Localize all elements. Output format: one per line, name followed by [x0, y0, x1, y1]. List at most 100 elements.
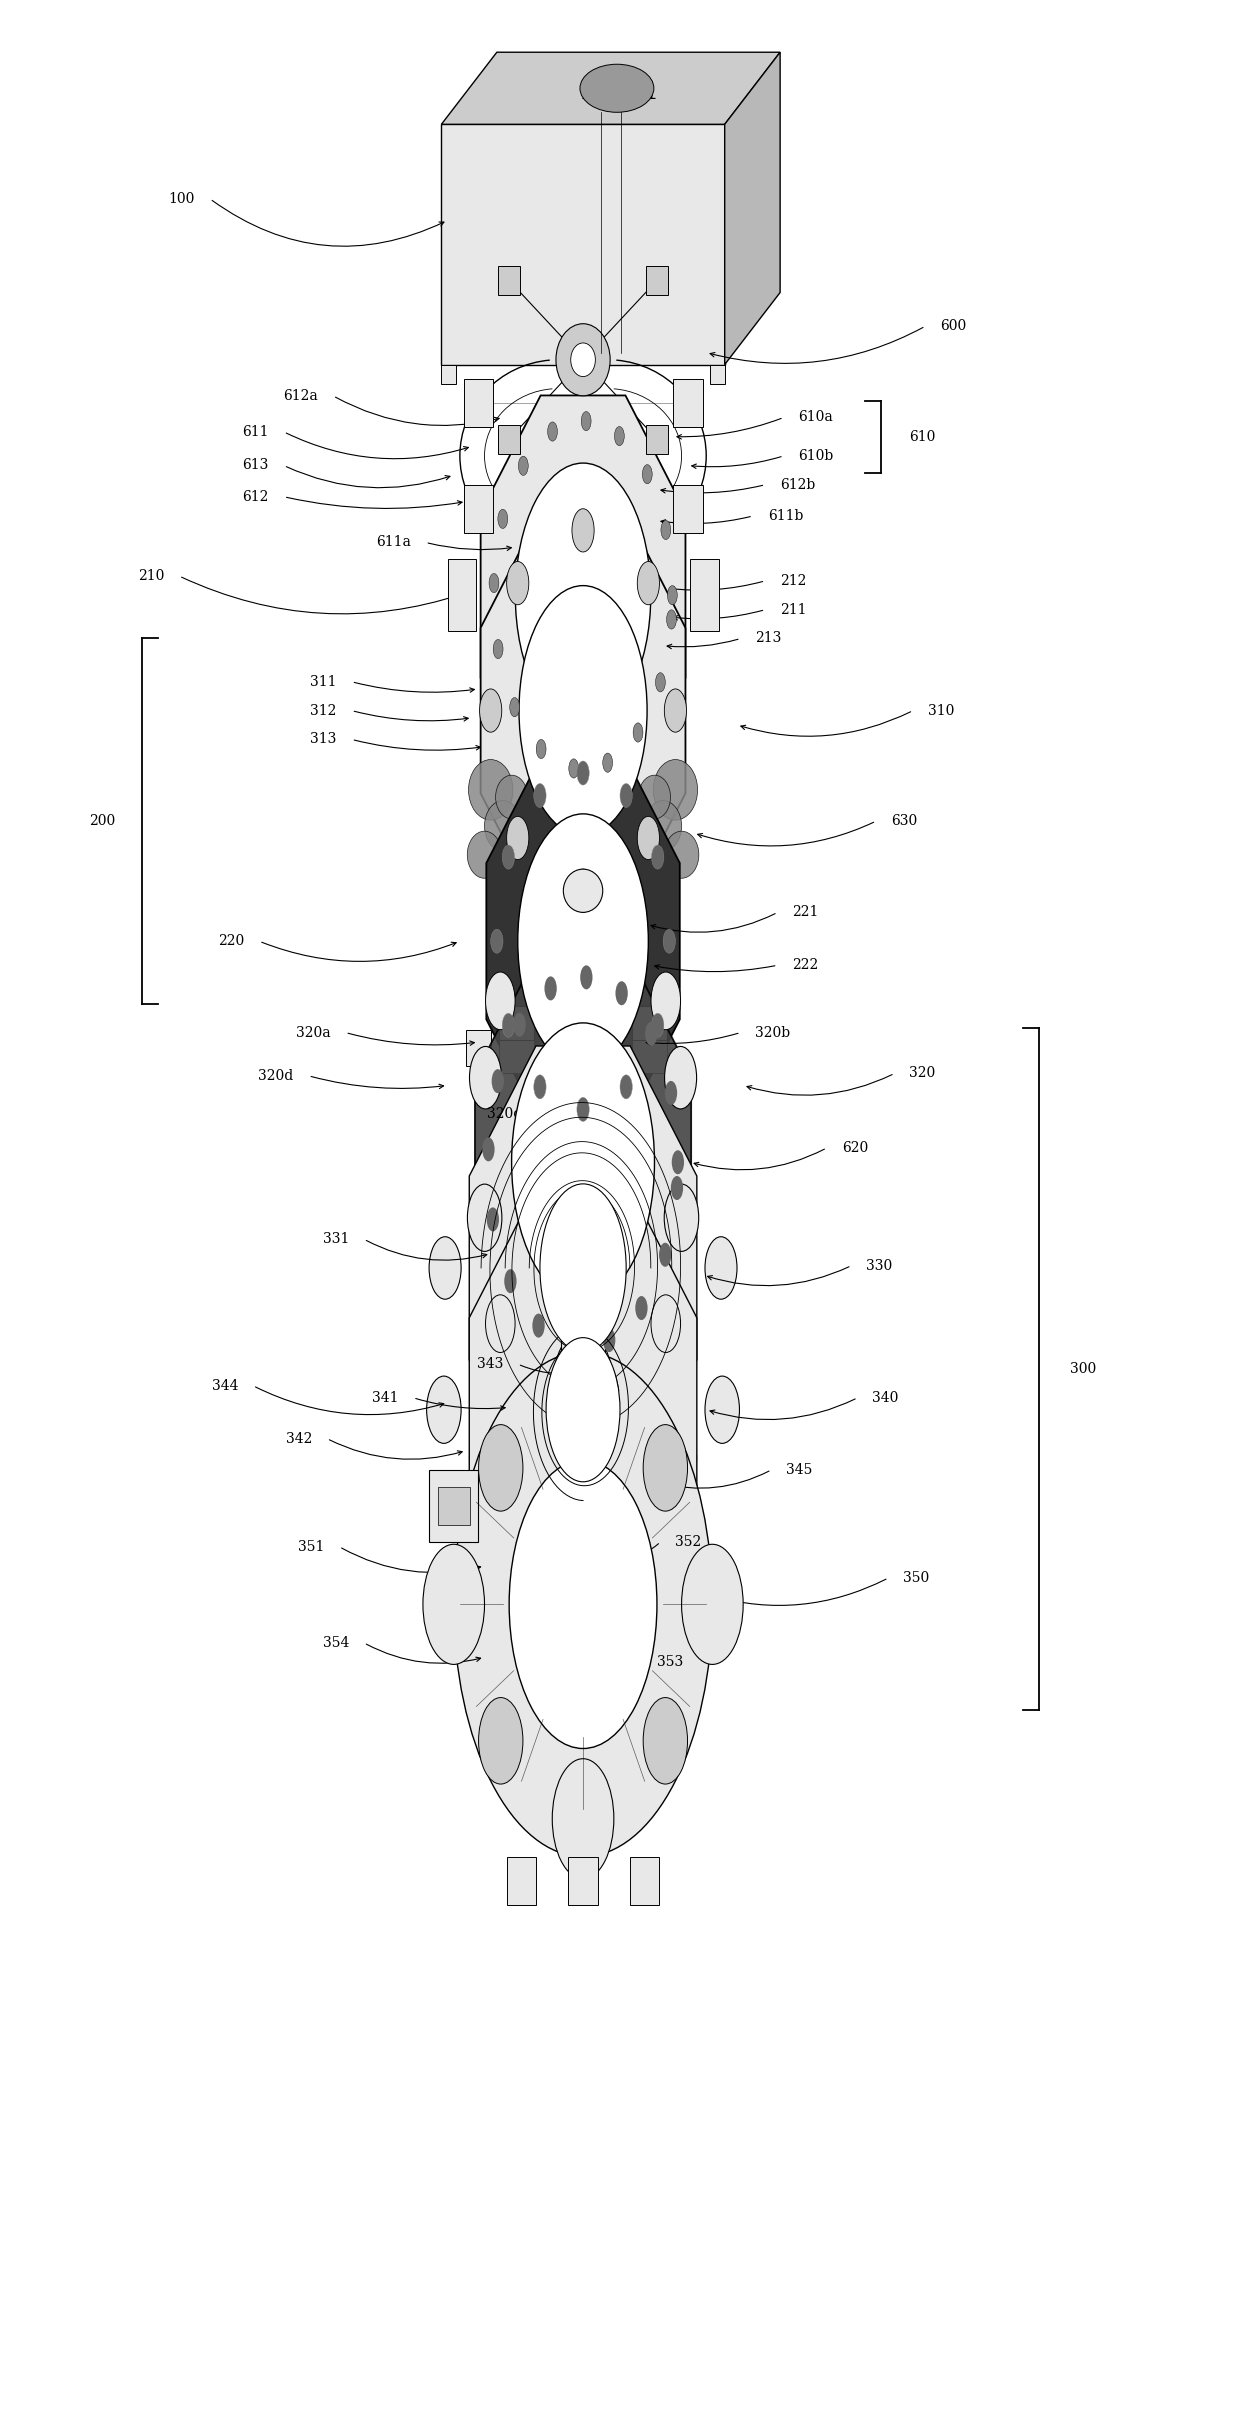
- Text: 211: 211: [780, 603, 806, 617]
- Polygon shape: [500, 1005, 533, 1039]
- Polygon shape: [558, 1066, 608, 1097]
- Circle shape: [467, 1567, 502, 1635]
- Polygon shape: [481, 511, 686, 911]
- Circle shape: [572, 509, 594, 552]
- Circle shape: [644, 1425, 687, 1512]
- Text: 620: 620: [842, 1140, 868, 1155]
- Circle shape: [467, 1184, 502, 1251]
- Text: 345: 345: [786, 1463, 812, 1478]
- Circle shape: [479, 1697, 523, 1784]
- Circle shape: [479, 1425, 523, 1512]
- Circle shape: [520, 586, 647, 837]
- Polygon shape: [673, 379, 703, 427]
- Circle shape: [651, 846, 663, 868]
- Polygon shape: [441, 364, 456, 383]
- Ellipse shape: [556, 323, 610, 395]
- Circle shape: [533, 784, 546, 808]
- Text: 320: 320: [909, 1066, 936, 1080]
- Polygon shape: [498, 424, 520, 453]
- Text: 351: 351: [298, 1541, 325, 1553]
- Circle shape: [651, 1295, 681, 1353]
- Ellipse shape: [580, 65, 653, 113]
- Ellipse shape: [570, 342, 595, 376]
- Circle shape: [567, 1507, 599, 1567]
- Text: 311: 311: [310, 675, 337, 690]
- Text: 350: 350: [903, 1572, 930, 1584]
- Text: 612a: 612a: [284, 388, 319, 403]
- Circle shape: [577, 762, 589, 786]
- Circle shape: [486, 972, 515, 1029]
- Polygon shape: [632, 1005, 667, 1039]
- Circle shape: [582, 412, 591, 432]
- Circle shape: [615, 981, 627, 1005]
- Polygon shape: [475, 952, 691, 1374]
- Text: 210: 210: [138, 569, 164, 583]
- Circle shape: [536, 740, 546, 759]
- Circle shape: [498, 509, 507, 528]
- Polygon shape: [711, 364, 724, 383]
- Circle shape: [658, 1242, 671, 1266]
- Polygon shape: [441, 125, 724, 364]
- Circle shape: [486, 1208, 498, 1232]
- Circle shape: [427, 1377, 461, 1444]
- Polygon shape: [691, 559, 718, 632]
- Text: 354: 354: [322, 1635, 348, 1649]
- Ellipse shape: [469, 759, 513, 820]
- Text: 212: 212: [780, 574, 806, 588]
- Ellipse shape: [665, 832, 699, 878]
- Text: 612: 612: [243, 489, 269, 504]
- Circle shape: [454, 1353, 712, 1856]
- Circle shape: [672, 1150, 684, 1174]
- Circle shape: [603, 1328, 615, 1353]
- Text: 310: 310: [928, 704, 955, 718]
- Circle shape: [620, 784, 632, 808]
- Circle shape: [644, 1697, 687, 1784]
- Text: 320b: 320b: [755, 1025, 791, 1039]
- Circle shape: [635, 1297, 647, 1321]
- Text: 342: 342: [285, 1432, 312, 1447]
- Text: 610a: 610a: [799, 410, 833, 424]
- Polygon shape: [646, 265, 668, 294]
- Circle shape: [656, 673, 666, 692]
- Circle shape: [491, 1068, 503, 1092]
- Polygon shape: [466, 1029, 491, 1066]
- Circle shape: [651, 972, 681, 1029]
- Circle shape: [642, 465, 652, 485]
- Text: 630: 630: [892, 815, 918, 827]
- Text: 320c: 320c: [487, 1107, 522, 1121]
- Circle shape: [665, 1080, 677, 1104]
- Polygon shape: [429, 1471, 479, 1543]
- Text: 612b: 612b: [780, 477, 816, 492]
- Circle shape: [470, 1046, 501, 1109]
- Text: 313: 313: [310, 733, 337, 747]
- Polygon shape: [558, 813, 608, 870]
- Polygon shape: [498, 265, 520, 294]
- Polygon shape: [646, 424, 668, 453]
- Circle shape: [502, 1013, 515, 1037]
- Text: 611: 611: [243, 424, 269, 439]
- Text: 344: 344: [212, 1379, 238, 1394]
- Circle shape: [552, 1331, 614, 1449]
- Circle shape: [663, 928, 676, 952]
- Circle shape: [491, 928, 503, 952]
- Circle shape: [572, 868, 594, 911]
- Polygon shape: [630, 1856, 660, 1905]
- Circle shape: [507, 562, 528, 605]
- Ellipse shape: [639, 776, 671, 820]
- Text: FIG. 1: FIG. 1: [582, 82, 658, 104]
- Circle shape: [706, 1237, 737, 1300]
- Circle shape: [577, 1097, 589, 1121]
- Circle shape: [665, 1567, 698, 1635]
- Text: 353: 353: [657, 1654, 683, 1668]
- Polygon shape: [673, 485, 703, 533]
- Circle shape: [516, 463, 651, 728]
- Circle shape: [482, 1138, 495, 1162]
- Text: 300: 300: [1070, 1362, 1096, 1377]
- Text: 613: 613: [243, 458, 269, 473]
- Circle shape: [502, 846, 515, 868]
- Circle shape: [661, 521, 671, 540]
- Polygon shape: [486, 752, 680, 1131]
- Circle shape: [665, 1184, 698, 1251]
- Ellipse shape: [467, 832, 502, 878]
- Text: 340: 340: [873, 1391, 899, 1406]
